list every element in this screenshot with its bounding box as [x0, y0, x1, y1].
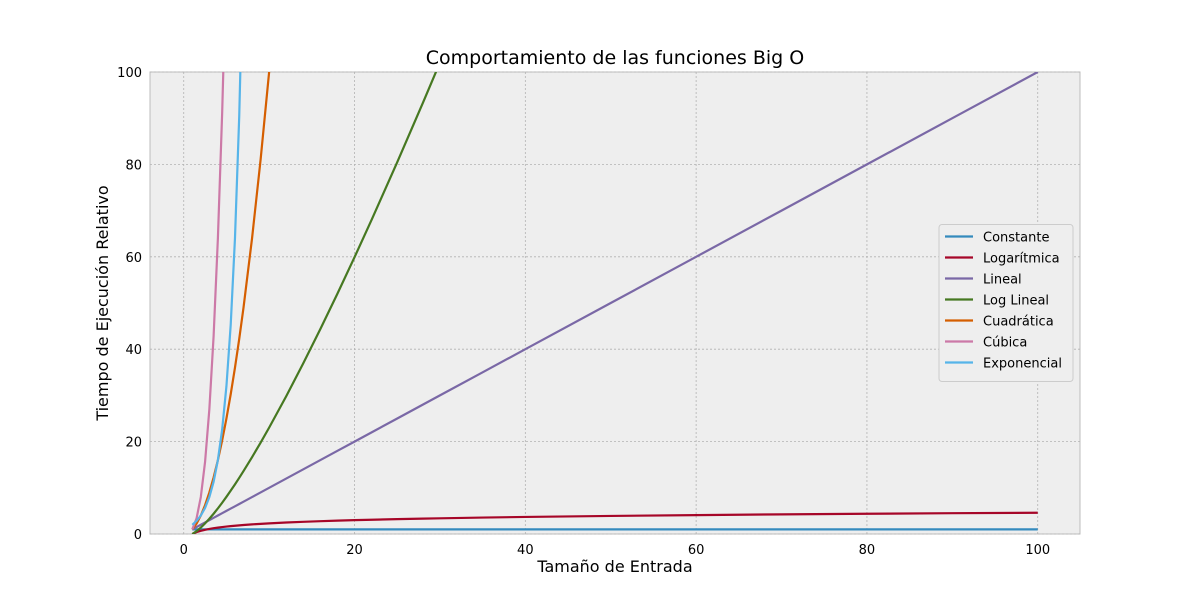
legend-label: Cúbica — [983, 336, 1027, 351]
legend-label: Cuadrática — [983, 315, 1054, 330]
x-tick-label: 60 — [688, 543, 705, 558]
plot-area — [149, 71, 1081, 535]
y-tick-label: 100 — [117, 66, 142, 81]
grid — [150, 71, 1080, 535]
y-tick-label: 80 — [125, 158, 142, 173]
x-axis-label: Tamaño de Entrada — [536, 557, 692, 576]
series-line — [191, 72, 1039, 531]
series-line — [191, 511, 1038, 534]
x-tick-label: 100 — [1025, 543, 1050, 558]
lines — [191, 72, 1039, 534]
y-tick-label: 0 — [134, 528, 142, 543]
y-tick-label: 60 — [125, 251, 142, 266]
chart-title: Comportamiento de las funciones Big O — [426, 47, 804, 69]
legend: Constante Logarítmica Lineal Log Lineal Cuad… — [938, 224, 1074, 382]
legend-label: Constante — [983, 231, 1049, 246]
series-line — [191, 72, 242, 526]
x-tick-label: 40 — [517, 543, 534, 558]
y-tick-label: 20 — [125, 436, 142, 451]
legend-label: Logarítmica — [983, 252, 1060, 267]
legend-label: Exponencial — [983, 357, 1062, 372]
x-tick-label: 80 — [859, 543, 876, 558]
legend-label: Lineal — [983, 273, 1022, 288]
x-tick-label: 0 — [180, 543, 188, 558]
y-axis-label: Tiempo de Ejecución Relativo — [93, 185, 112, 421]
series-line — [191, 72, 225, 530]
y-tick-label: 40 — [125, 343, 142, 358]
series-line — [191, 72, 438, 534]
x-tick-label: 20 — [346, 543, 363, 558]
legend-label: Log Lineal — [983, 294, 1049, 309]
